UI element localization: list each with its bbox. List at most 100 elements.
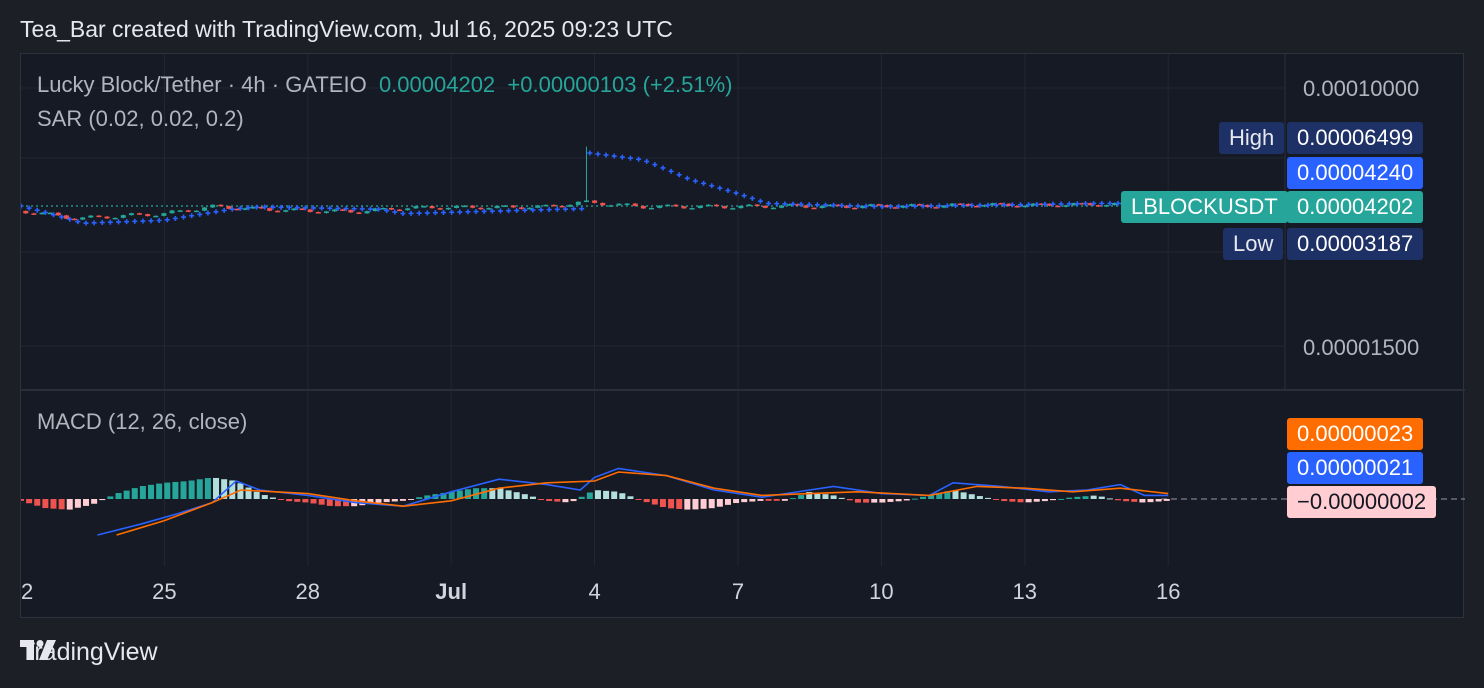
candle-body — [1104, 205, 1110, 207]
candle-body — [1022, 205, 1028, 208]
candles — [23, 146, 1166, 221]
histogram-bar — [814, 492, 821, 499]
footer: TradingView — [20, 638, 158, 667]
candle-body — [982, 204, 988, 207]
histogram-bar — [318, 499, 325, 505]
histogram-bar — [148, 484, 155, 499]
candle-body — [356, 212, 362, 214]
histogram-bar — [42, 499, 49, 509]
histogram-bar — [854, 499, 861, 503]
candle-body — [608, 205, 614, 207]
candle-body — [137, 213, 143, 215]
candle-body — [145, 214, 151, 217]
histogram-bar — [83, 499, 90, 506]
candle-body — [421, 206, 427, 208]
candle-body — [226, 206, 232, 209]
candle-body — [275, 210, 281, 213]
candle-body — [1039, 203, 1045, 206]
histogram-bar — [1082, 496, 1089, 499]
x-tick-label: 10 — [869, 579, 893, 604]
sar-legend[interactable]: SAR (0.02, 0.02, 0.2) — [37, 106, 244, 131]
x-tick-label: Jul — [435, 579, 467, 604]
histogram-bar — [846, 499, 853, 501]
candle-body — [559, 205, 565, 208]
histogram-bar — [895, 499, 902, 502]
histogram-bar — [1106, 498, 1113, 500]
histogram-bar — [172, 481, 179, 499]
candle-body — [169, 210, 175, 214]
candle-body — [689, 208, 695, 210]
histogram-bar — [424, 495, 431, 499]
candle-body — [713, 204, 719, 207]
high-value-tag: 0.00006499 — [1287, 122, 1424, 154]
candle-body — [1063, 205, 1069, 207]
histogram-bar — [481, 488, 488, 499]
histogram-bar — [26, 499, 33, 504]
histogram-bar — [936, 493, 943, 499]
histogram-bar — [156, 483, 163, 499]
candle-body — [543, 204, 549, 207]
candle-body — [860, 205, 866, 209]
histogram-bar — [546, 499, 553, 501]
histogram-bar — [643, 499, 650, 503]
candle-body — [852, 207, 858, 210]
x-axis: 22 25 28 Jul 4 7 10 13 16 — [21, 579, 1180, 604]
histogram-bar — [1017, 499, 1024, 503]
price-tick-top: 0.00010000 — [1303, 76, 1420, 101]
histogram-bar — [229, 480, 236, 499]
histogram-bar — [635, 499, 642, 500]
histogram-bar — [619, 493, 626, 499]
histogram-bar — [741, 499, 748, 503]
candle-body — [502, 205, 508, 207]
histogram-bar — [245, 487, 252, 499]
candle-body — [811, 207, 817, 210]
x-tick-label: 25 — [152, 579, 176, 604]
candle-body — [80, 217, 86, 220]
candle-body — [795, 204, 801, 206]
histogram-bar — [919, 496, 926, 499]
chart-panel[interactable]: 22 25 28 Jul 4 7 10 13 16 Lucky Block/Tether · 4… — [20, 53, 1465, 619]
histogram-bar — [50, 499, 57, 509]
candle-body — [909, 204, 915, 206]
histogram-bar — [91, 499, 98, 504]
histogram-bar — [773, 499, 780, 501]
histogram-bar — [123, 490, 130, 499]
candle-body — [161, 213, 167, 216]
candle-body — [738, 205, 744, 209]
histogram-bar — [383, 499, 390, 503]
candle-body — [453, 205, 459, 208]
candle-body — [193, 210, 199, 213]
candle-body — [153, 215, 159, 218]
symbol-legend[interactable]: Lucky Block/Tether · 4h · GATEIO 0.00004… — [37, 72, 732, 98]
histogram-bar — [464, 489, 471, 499]
histogram-bar — [733, 499, 740, 504]
candle-body — [990, 203, 996, 205]
candle-body — [1071, 203, 1077, 206]
histogram-bar — [294, 499, 301, 502]
macd-legend[interactable]: MACD (12, 26, close) — [37, 409, 248, 434]
candle-body — [1112, 202, 1118, 206]
x-tick-label: 16 — [1156, 579, 1180, 604]
candle-body — [762, 205, 768, 208]
chart-svg[interactable]: 22 25 28 Jul 4 7 10 13 16 — [21, 54, 1465, 619]
candle-body — [486, 208, 492, 210]
histogram-bar — [1001, 499, 1008, 502]
histogram-bar — [659, 499, 666, 507]
histogram-bar — [1115, 499, 1122, 501]
candle-body — [380, 207, 386, 210]
candle-body — [965, 203, 971, 206]
histogram-bar — [286, 499, 293, 502]
histogram-bar — [838, 497, 845, 499]
histogram-bar — [830, 495, 837, 499]
histogram-bar — [1123, 499, 1130, 502]
histogram-bar — [1090, 495, 1097, 499]
signal-value-tag: 0.00000023 — [1287, 418, 1424, 450]
candle-body — [31, 213, 37, 215]
histogram-bar — [1155, 499, 1162, 502]
histogram-bar — [554, 499, 561, 502]
candle-body — [640, 205, 646, 209]
candle-body — [592, 200, 598, 203]
candle-body — [884, 205, 890, 208]
histogram-bar — [131, 488, 138, 499]
histogram-bar — [538, 499, 545, 500]
